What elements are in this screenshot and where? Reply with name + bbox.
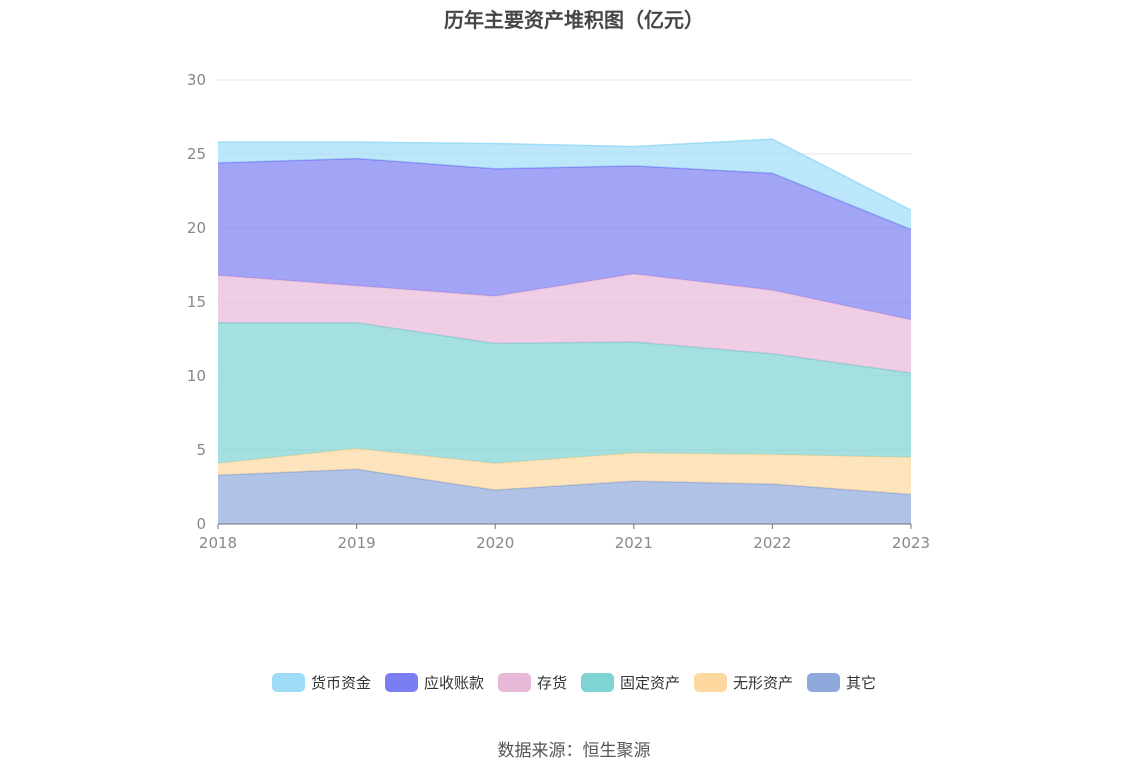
legend-label: 货币资金 [310,674,371,692]
axis-layer: 0 5 10 15 20 25 30 2018 2019 2020 2021 2022 2023 [187,71,930,552]
area-series-0 [218,469,911,524]
y-tick-label: 20 [187,219,206,237]
area-series-5 [218,139,911,230]
x-tick-label: 2020 [476,534,514,552]
x-tick-label: 2018 [199,534,237,552]
legend-label: 其它 [846,674,877,692]
legend-swatch [694,673,728,692]
legend-label: 存货 [536,674,567,692]
legend-item[interactable]: 货币资金 [271,672,371,693]
area-series-2 [218,322,911,464]
y-tick-label: 30 [187,71,206,89]
area-series-3 [218,273,911,374]
legend-swatch [497,673,531,692]
legend-item[interactable]: 固定资产 [581,672,680,693]
y-tick-label: 15 [187,293,206,311]
legend-swatch [384,673,418,692]
legend-label: 固定资产 [620,674,681,692]
legend-item[interactable]: 存货 [497,672,567,693]
area-series-line-5 [218,138,912,211]
area-series-4 [218,158,911,320]
area-series-1 [218,448,911,495]
legend-swatch [807,673,841,692]
x-tick-label: 2022 [753,534,791,552]
legend-label: 应收账款 [423,674,484,692]
y-tick-label: 25 [187,145,206,163]
legend-item[interactable]: 其它 [807,672,876,693]
legend-label: 无形资产 [733,674,794,692]
y-tick-label: 0 [196,515,206,533]
legend-swatch [271,673,305,692]
y-tick-label: 10 [187,367,206,385]
x-tick-label: 2021 [615,534,653,552]
chart-title: 历年主要资产堆积图（亿元） [444,8,704,32]
x-tick-label: 2019 [338,534,376,552]
area-layer [217,138,912,524]
legend-item[interactable]: 无形资产 [694,672,793,693]
x-tick-label: 2023 [892,534,930,552]
y-tick-label: 5 [196,441,206,459]
legend-item[interactable]: 应收账款 [384,672,484,693]
legend: 货币资金 应收账款 存货 固定资产 无形资产 其它 [0,672,1148,693]
legend-swatch [581,673,614,692]
source-note: 数据来源：恒生聚源 [497,741,651,761]
